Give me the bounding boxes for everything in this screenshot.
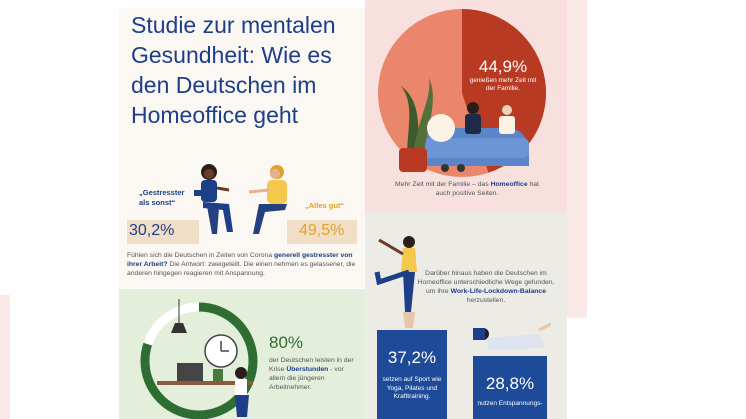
yoga-figure-illustration (374, 236, 417, 328)
page-title: Studie zur mentalen Gesundheit: Wie es d… (131, 12, 336, 128)
worklife-description: Darüber hinaus haben die Deutschen im Ho… (417, 270, 555, 304)
family-panel: 44,9% genießen mehr Zeit mit der Familie… (365, 0, 567, 212)
overtime-description: der Deutschen leisten in der Krise Übers… (269, 357, 354, 391)
decorative-strip-left (0, 295, 10, 419)
family-percentage: 44,9% (478, 57, 528, 76)
worklife-panel: Darüber hinaus haben die Deutschen im Ho… (365, 212, 567, 419)
stress-description: Fühlen sich die Deutschen in Zeiten von … (127, 252, 356, 277)
family-stat: 44,9% genießen mehr Zeit mit der Familie… (464, 57, 542, 93)
ok-bar (287, 220, 357, 244)
decorative-strip (567, 0, 587, 318)
family-caption: Mehr Zeit mit der Familie – das Homeoffi… (395, 181, 539, 197)
ok-percentage: 49,5% (299, 222, 345, 239)
sport-stat-box: 37,2% setzen auf Sport wie Yoga, Pilates… (377, 330, 447, 419)
overtime-ring-progress (140, 302, 258, 419)
stress-panel: Studie zur mentalen Gesundheit: Wie es d… (119, 8, 365, 288)
stressed-percentage: 30,2% (129, 222, 175, 239)
family-subtext: genießen mehr Zeit mit der Familie. (469, 77, 537, 92)
overtime-panel: 80% der Deutschen leisten in der Krise Ü… (119, 289, 365, 419)
relax-percentage: 28,8% (485, 374, 535, 393)
quote-ok: „Alles gut“ (305, 201, 345, 210)
quote-stressed: „Gestresster als sonst“ (139, 188, 185, 207)
clock-desk-illustration (140, 299, 258, 419)
stressed-bar (127, 220, 199, 244)
relaxing-person-illustration (473, 322, 551, 350)
relax-stat-box: 28,8% nutzen Entspannungs- (473, 356, 547, 419)
sport-percentage: 37,2% (387, 348, 437, 367)
two-people-illustration (194, 164, 287, 234)
overtime-percentage: 80% (269, 333, 304, 352)
sport-subtext: setzen auf Sport wie Yoga, Pilates und K… (382, 376, 442, 400)
relax-subtext: nutzen Entspannungs- (477, 400, 543, 407)
family-pie-chart (378, 9, 546, 177)
